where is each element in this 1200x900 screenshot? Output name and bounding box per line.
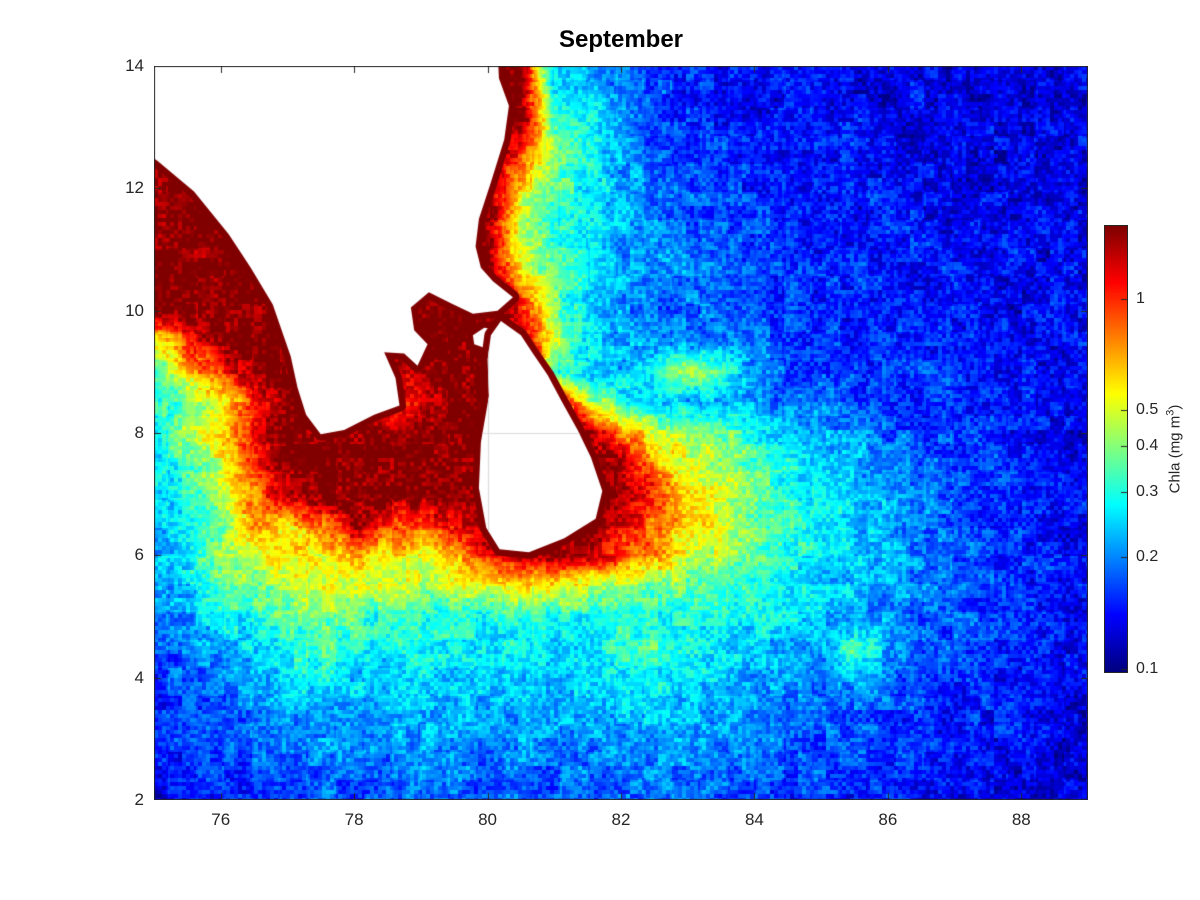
colorbar xyxy=(1104,225,1128,673)
colorbar-tick-label: 0.3 xyxy=(1136,483,1159,501)
y-tick-label: 6 xyxy=(134,545,144,565)
map-plot-area[interactable] xyxy=(154,66,1088,800)
y-tick-label: 4 xyxy=(134,667,144,687)
colorbar-tick-label: 0.2 xyxy=(1136,548,1159,566)
chlorophyll-heatmap-canvas[interactable] xyxy=(154,66,1088,800)
colorbar-axis-label: Chla (mg m3) xyxy=(1164,404,1184,494)
y-tick-label: 8 xyxy=(134,423,144,442)
colorbar-tick-label: 0.1 xyxy=(1136,659,1159,677)
y-tick-label: 10 xyxy=(125,300,144,320)
y-tick-label: 12 xyxy=(125,178,144,198)
y-tick-label: 14 xyxy=(125,56,144,75)
x-tick-label: 76 xyxy=(211,810,231,829)
colorbar-tick-label: 0.5 xyxy=(1136,400,1159,418)
chart-title: September xyxy=(558,26,684,53)
x-tick-label: 80 xyxy=(478,810,498,829)
x-tick-label: 88 xyxy=(1011,810,1031,829)
x-tick-label: 78 xyxy=(344,810,364,829)
colorbar-label-superscript: 3 xyxy=(1164,409,1177,416)
x-tick-label: 82 xyxy=(611,810,631,829)
colorbar-gradient-canvas xyxy=(1105,226,1127,672)
x-tick-label: 86 xyxy=(878,810,898,829)
x-tick-label: 84 xyxy=(744,810,764,829)
colorbar-tick-label: 0.4 xyxy=(1136,436,1159,454)
colorbar-tick-label: 1 xyxy=(1136,289,1145,307)
y-tick-label: 2 xyxy=(134,790,144,809)
